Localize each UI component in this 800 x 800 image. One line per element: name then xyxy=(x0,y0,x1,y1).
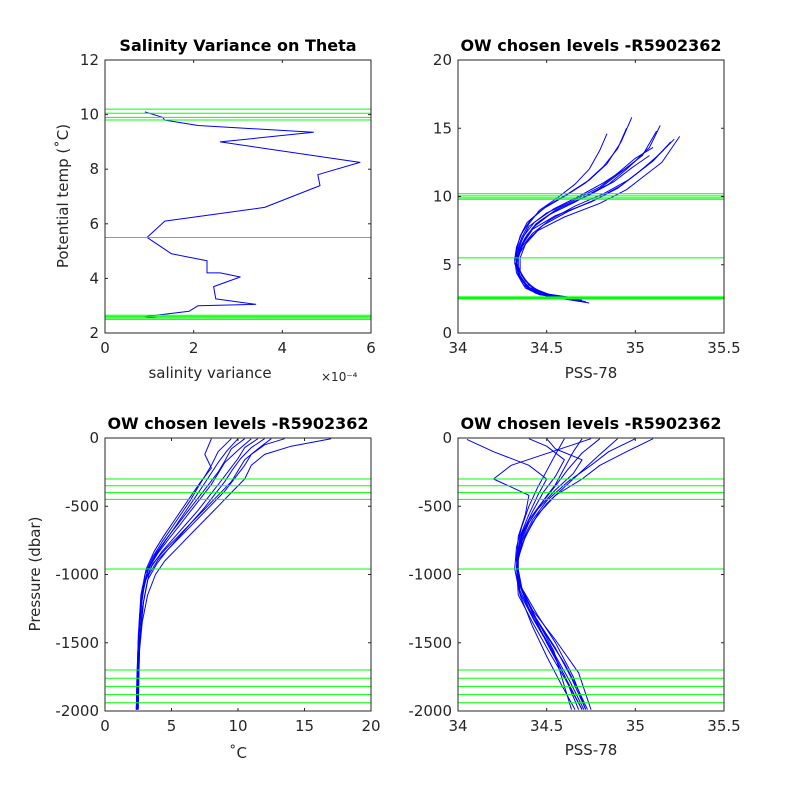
profile-line-6 xyxy=(516,155,650,300)
y-tick-label: 10 xyxy=(80,106,99,124)
y-tick-label: -500 xyxy=(418,497,452,515)
x-tick-label: 10 xyxy=(228,717,247,735)
profile-line-11 xyxy=(516,130,658,300)
plot-area xyxy=(458,438,724,710)
x-tick-label: 35.5 xyxy=(707,339,740,357)
x-tick-label: 4 xyxy=(278,339,288,357)
plot-area xyxy=(105,438,371,710)
profile-line-7 xyxy=(135,438,259,710)
plot-area xyxy=(105,108,371,320)
profile-line-1 xyxy=(516,438,618,710)
y-tick-label: 2 xyxy=(89,324,99,342)
profile-line-9 xyxy=(136,438,239,710)
x-tick-label: 15 xyxy=(295,717,314,735)
chart-title: OW chosen levels -R5902362 xyxy=(460,36,721,55)
x-tick-label: 0 xyxy=(100,339,110,357)
panel-pres_sal: 34 34.5 35 35.5 -2000 -1500 -1000 -500 0 OW chose… xyxy=(408,414,740,759)
profile-line-8 xyxy=(493,438,592,710)
profile-line-4 xyxy=(466,438,587,710)
y-tick-label: 0 xyxy=(89,429,99,447)
y-tick-label: 0 xyxy=(442,429,452,447)
x-tick-label: 34 xyxy=(448,339,467,357)
profile-line-6 xyxy=(516,438,636,710)
profile-line-5 xyxy=(514,128,627,298)
y-tick-label: -2000 xyxy=(408,702,452,720)
profile-line-0 xyxy=(144,111,361,319)
profile-line-10 xyxy=(516,149,665,300)
y-tick-label: -500 xyxy=(65,497,99,515)
x-tick-label: 5 xyxy=(167,717,177,735)
profile-line-9 xyxy=(514,133,608,301)
chart-title: OW chosen levels -R5902362 xyxy=(107,414,368,433)
x-tick-label: 6 xyxy=(366,339,376,357)
y-tick-label: 6 xyxy=(89,215,99,233)
y-tick-label: 20 xyxy=(433,51,452,69)
y-tick-label: -1000 xyxy=(408,566,452,584)
x-axis-label: PSS-78 xyxy=(565,741,618,759)
y-tick-label: 10 xyxy=(433,188,452,206)
x-axis-label: ˚C xyxy=(229,744,247,762)
panel-pres_temp: 0 5 10 15 20 -2000 -1500 -1000 -500 0 OW chosen le… xyxy=(26,414,381,762)
x-tick-label: 34 xyxy=(448,717,467,735)
y-tick-label: -1000 xyxy=(55,566,99,584)
y-tick-label: -1500 xyxy=(55,634,99,652)
x-axis-label: PSS-78 xyxy=(565,364,618,382)
profile-line-0 xyxy=(519,136,681,304)
y-tick-label: 15 xyxy=(433,119,452,137)
x-tick-label: 35 xyxy=(626,717,645,735)
profile-line-7 xyxy=(514,117,633,298)
profile-line-6 xyxy=(136,438,212,710)
x-tick-label: 2 xyxy=(189,339,199,357)
x-tick-label: 34.5 xyxy=(530,717,563,735)
x-axis-exponent: ×10⁻⁴ xyxy=(321,370,358,384)
x-tick-label: 20 xyxy=(361,717,380,735)
profile-line-3 xyxy=(514,438,576,710)
y-tick-label: 12 xyxy=(80,51,99,69)
chart-title: Salinity Variance on Theta xyxy=(119,36,356,55)
y-tick-label: 5 xyxy=(442,256,452,274)
axes-box xyxy=(457,59,725,334)
profile-line-7 xyxy=(516,438,601,710)
profile-line-8 xyxy=(137,438,265,710)
x-tick-label: 35.5 xyxy=(707,717,740,735)
profile-line-0 xyxy=(136,438,332,710)
panel-theta_sal: 34 34.5 35 35.5 0 5 10 15 20 OW chosen levels -R5… xyxy=(433,36,741,382)
x-axis-label: salinity variance xyxy=(148,364,271,382)
y-tick-label: -1500 xyxy=(408,634,452,652)
plot-area xyxy=(458,117,724,304)
axes-box xyxy=(104,59,372,334)
x-tick-label: 0 xyxy=(100,717,110,735)
y-tick-label: -2000 xyxy=(55,702,99,720)
y-axis-label: Pressure (dbar) xyxy=(26,517,44,632)
profile-line-9 xyxy=(516,438,580,710)
x-tick-label: 35 xyxy=(626,339,645,357)
y-tick-label: 8 xyxy=(89,160,99,178)
y-tick-label: 4 xyxy=(89,269,99,287)
chart-title: OW chosen levels -R5902362 xyxy=(460,414,721,433)
y-tick-label: 0 xyxy=(442,324,452,342)
x-tick-label: 34.5 xyxy=(530,339,563,357)
y-axis-label: Potential temp (˚C) xyxy=(54,124,72,268)
